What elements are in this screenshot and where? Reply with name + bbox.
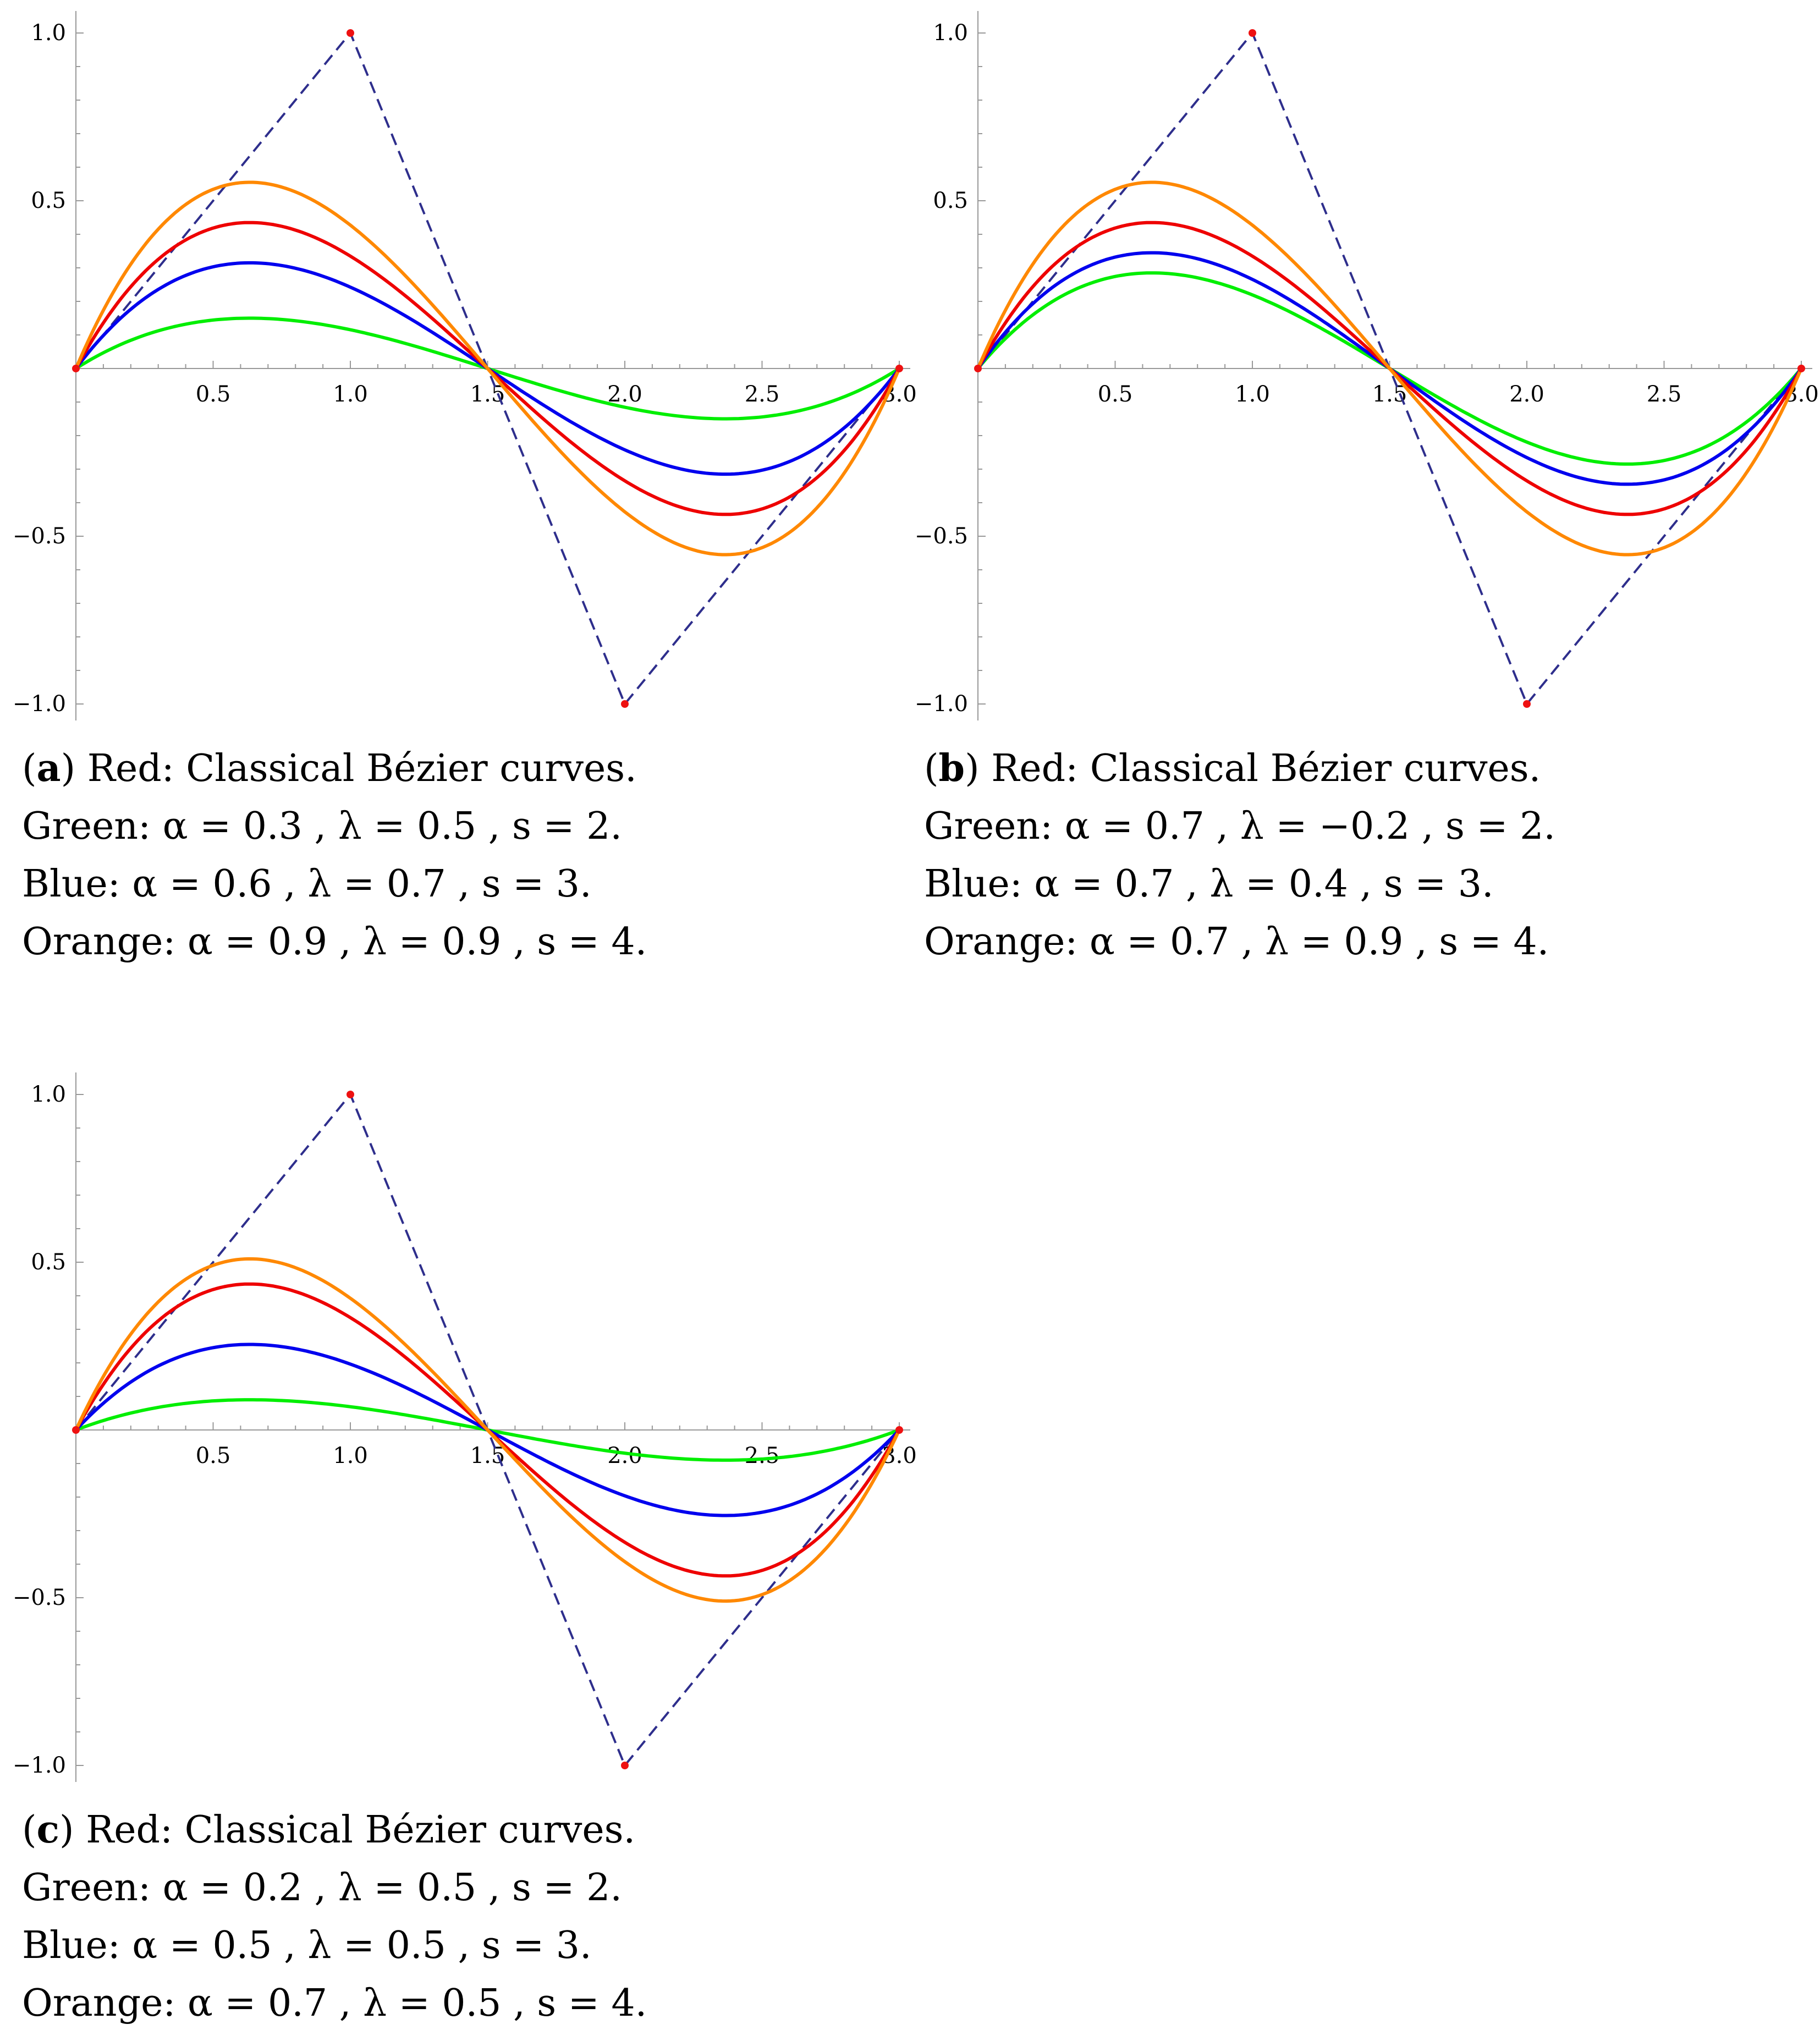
control-point	[895, 1426, 903, 1434]
panel-b: 0.5 1.0 1.5 2.0 2.5 3.0 1.0 0.5 −0.5 −1.0 (b) Red…	[902, 0, 1820, 964]
control-point	[621, 700, 629, 708]
curve-orange	[976, 180, 1803, 557]
y-tick-label: −1.0	[915, 691, 968, 717]
x-tick-label: 1.5	[1372, 382, 1407, 407]
x-tick-label: 2.0	[607, 382, 642, 407]
x-tick-label: 1.0	[333, 1443, 368, 1468]
control-point	[347, 29, 354, 37]
control-point	[895, 365, 903, 372]
caption-orange-line: Orange: α = 0.7 , λ = 0.5 , s = 4.	[22, 1982, 647, 2025]
control-point	[1249, 29, 1256, 37]
panel-letter: c	[36, 1808, 59, 1852]
y-tick-label: −1.0	[13, 691, 66, 717]
control-point	[72, 1426, 80, 1434]
x-tick-label: 1.5	[470, 382, 505, 407]
control-point	[974, 365, 982, 372]
x-tick-label: 2.0	[1509, 382, 1544, 407]
caption-b: (b) Red: Classical Bézier curves. Green:…	[924, 740, 1804, 971]
plot-a: 0.5 1.0 1.5 2.0 2.5 3.01.00.5−0.5−1.0	[13, 11, 917, 720]
y-tick-label: 1.0	[933, 20, 968, 46]
panel-a: 0.5 1.0 1.5 2.0 2.5 3.0 1.0 0.5 −0.5 −1.0 (a) Red…	[0, 0, 924, 964]
x-tick-label: 0.5	[1098, 382, 1133, 407]
x-tick-label: 1.0	[1235, 382, 1270, 407]
caption-red-line: Red: Classical Bézier curves.	[991, 747, 1541, 790]
caption-red-line: Red: Classical Bézier curves.	[87, 747, 637, 790]
control-point	[347, 1091, 354, 1098]
x-tick-label: 2.5	[1647, 382, 1682, 407]
x-tick-label: 2.5	[745, 1443, 780, 1468]
y-tick-label: −0.5	[915, 524, 968, 549]
x-tick-label: 1.5	[470, 1443, 505, 1468]
control-point	[1797, 365, 1805, 372]
curve-orange	[74, 180, 901, 557]
x-tick-label: 2.5	[745, 382, 780, 407]
y-tick-label: 1.0	[31, 20, 66, 46]
panel-letter: a	[36, 746, 61, 790]
plot-c: 0.5 1.0 1.5 2.0 2.5 3.01.00.5−0.5−1.0	[13, 1072, 917, 1782]
y-tick-label: 0.5	[933, 188, 968, 213]
x-tick-label: 1.0	[333, 382, 368, 407]
caption-a: (a) Red: Classical Bézier curves. Green:…	[22, 740, 902, 971]
caption-green-line: Green: α = 0.3 , λ = 0.5 , s = 2.	[22, 805, 623, 848]
caption-red-line: Red: Classical Bézier curves.	[86, 1808, 636, 1852]
panel-c: 0.5 1.0 1.5 2.0 2.5 3.0 1.0 0.5 −0.5 −1.0 (c) Red…	[0, 1061, 924, 2025]
control-point	[1523, 700, 1531, 708]
curve-orange	[74, 1257, 901, 1603]
plot-b: 0.5 1.0 1.5 2.0 2.5 3.01.00.5−0.5−1.0	[915, 11, 1819, 720]
y-tick-label: 0.5	[31, 188, 66, 213]
caption-title: (c) Red: Classical Bézier curves.	[22, 1808, 636, 1852]
y-tick-label: −0.5	[13, 1585, 66, 1610]
x-tick-label: 0.5	[196, 1443, 231, 1468]
caption-green-line: Green: α = 0.2 , λ = 0.5 , s = 2.	[22, 1866, 623, 1910]
caption-green-line: Green: α = 0.7 , λ = −0.2 , s = 2.	[924, 805, 1555, 848]
caption-orange-line: Orange: α = 0.9 , λ = 0.9 , s = 4.	[22, 920, 647, 964]
y-tick-label: 0.5	[31, 1250, 66, 1275]
y-tick-label: −0.5	[13, 524, 66, 549]
caption-title: (a) Red: Classical Bézier curves.	[22, 746, 637, 790]
caption-title: (b) Red: Classical Bézier curves.	[924, 746, 1541, 790]
panel-letter: b	[938, 746, 965, 790]
control-point	[72, 365, 80, 372]
x-tick-label: 0.5	[196, 382, 231, 407]
y-tick-label: −1.0	[13, 1753, 66, 1778]
caption-blue-line: Blue: α = 0.7 , λ = 0.4 , s = 3.	[924, 862, 1494, 906]
caption-c: (c) Red: Classical Bézier curves. Green:…	[22, 1801, 902, 2032]
caption-blue-line: Blue: α = 0.5 , λ = 0.5 , s = 3.	[22, 1924, 592, 1967]
caption-blue-line: Blue: α = 0.6 , λ = 0.7 , s = 3.	[22, 862, 592, 906]
control-point	[621, 1762, 629, 1769]
caption-orange-line: Orange: α = 0.7 , λ = 0.9 , s = 4.	[924, 920, 1549, 964]
y-tick-label: 1.0	[31, 1082, 66, 1107]
